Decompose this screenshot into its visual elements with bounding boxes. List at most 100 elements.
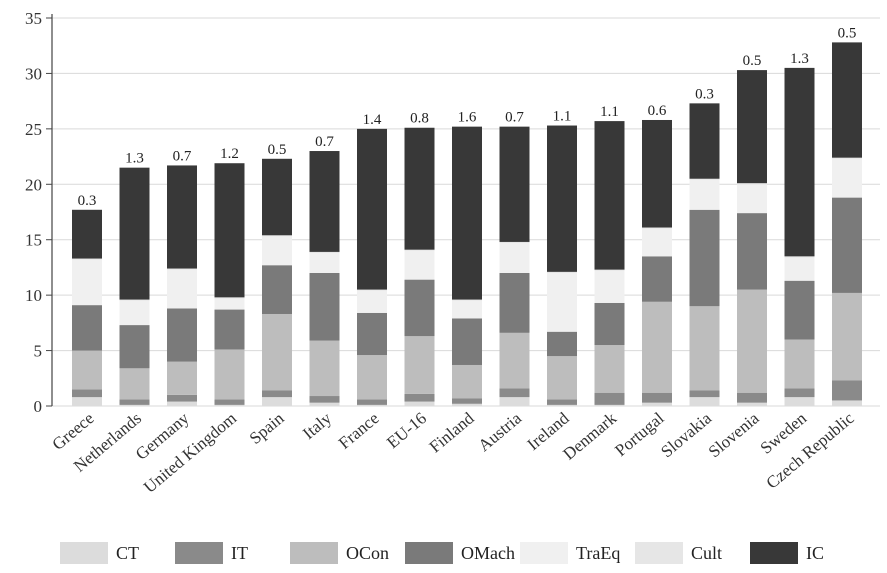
bar-segment-traeq [832, 158, 862, 198]
legend-label-traeq: TraEq [576, 543, 620, 563]
bar-total-label: 0.3 [695, 86, 714, 102]
x-category-label: France [335, 409, 383, 453]
bar-segment-cult [309, 251, 340, 254]
bar-segment-traeq [119, 300, 150, 326]
bar-segment-it [214, 399, 245, 405]
bar-segment-ct [357, 404, 387, 406]
bar-total-label: 0.7 [173, 148, 192, 164]
bar-segment-traeq [784, 257, 815, 281]
bar-segment-cult [784, 256, 815, 258]
y-tick-label: 0 [34, 397, 43, 416]
bar-segment-ct [452, 403, 482, 406]
bar-segment-ct [499, 397, 530, 406]
bar-segment-ic [547, 125, 577, 272]
bar-segment-ct [309, 402, 340, 406]
bar-segment-ocon [642, 301, 672, 393]
bar-segment-omach [784, 280, 815, 340]
bar-segment-ic [452, 126, 482, 300]
bar-segment-it [499, 388, 530, 398]
bar-segment-ct [737, 402, 767, 406]
bar-segment-ocon [72, 350, 102, 390]
bar-segment-ic [642, 119, 672, 228]
bar-segment-traeq [214, 298, 245, 310]
legend: CT IT OCon OMach TraEq Cult IC [60, 542, 824, 564]
bar-total-label: 1.3 [125, 151, 144, 167]
x-category-label: Portugal [611, 408, 668, 460]
bar-segment-ocon [404, 336, 435, 394]
legend-swatch-it [175, 542, 223, 564]
bar-total-label: 1.1 [600, 104, 619, 120]
legend-swatch-omach [405, 542, 453, 564]
bar-segment-ocon [119, 368, 150, 400]
bar-segment-omach [167, 308, 197, 362]
bar-segment-ct [547, 404, 577, 406]
bar-segment-ct [784, 397, 815, 406]
legend-label-ct: CT [116, 543, 139, 563]
bar-segment-it [642, 392, 672, 403]
x-category-label: Slovakia [657, 408, 715, 461]
bar-segment-traeq [594, 270, 625, 303]
bar-segment-it [832, 380, 862, 401]
bar-segment-ct [214, 404, 245, 406]
bar-segment-cult [404, 249, 435, 251]
bar-segment-omach [119, 325, 150, 369]
bar-segment-ct [689, 397, 720, 406]
bar-segment-traeq [167, 269, 197, 309]
bar-segment-ic [499, 126, 530, 242]
bar-segment-it [357, 399, 387, 405]
bar-segment-ic [262, 158, 292, 236]
bar-segment-it [737, 392, 767, 403]
bar-segment-ic [167, 165, 197, 269]
x-category-label: Italy [299, 408, 335, 443]
bar-segment-traeq [499, 243, 530, 273]
bar-segment-omach [309, 272, 340, 341]
bar-segment-omach [547, 331, 577, 357]
bar-segment-omach [642, 256, 672, 302]
bar-segment-ic [309, 151, 340, 252]
bar-segment-ic [214, 163, 245, 298]
bar-total-label: 1.6 [458, 110, 477, 126]
legend-swatch-cult [635, 542, 683, 564]
bar-segment-omach [594, 302, 625, 346]
bar-segment-it [167, 394, 197, 402]
bar-segment-ct [72, 397, 102, 406]
bar-segment-traeq [262, 236, 292, 266]
bar-total-label: 0.5 [743, 53, 762, 69]
y-tick-label: 35 [25, 9, 42, 28]
bar-total-label: 0.6 [648, 103, 667, 119]
legend-swatch-ocon [290, 542, 338, 564]
bar-segment-ocon [784, 339, 815, 389]
bar-segment-omach [214, 309, 245, 350]
bar-segment-traeq [452, 300, 482, 319]
bar-segment-ocon [167, 361, 197, 395]
bar-segment-ic [357, 128, 387, 290]
bar-segment-cult [262, 235, 292, 237]
bar-segment-traeq [642, 228, 672, 257]
bar-segment-it [594, 392, 625, 405]
bar-total-label: 1.2 [220, 146, 239, 162]
bar-segment-omach [737, 213, 767, 290]
bar-segment-ocon [357, 355, 387, 400]
bar-total-label: 0.7 [505, 110, 524, 126]
bar-segment-traeq [404, 250, 435, 280]
bar-segment-traeq [357, 290, 387, 313]
bar-segment-cult [357, 289, 387, 291]
y-tick-label: 10 [25, 286, 42, 305]
x-category-label: Slovenia [705, 408, 763, 461]
y-tick-label: 15 [25, 231, 42, 250]
bar-segment-cult [642, 227, 672, 229]
bar-segment-ocon [737, 289, 767, 393]
bar-segment-ct [594, 404, 625, 406]
bar-segment-ocon [214, 349, 245, 400]
y-tick-label: 5 [34, 342, 43, 361]
legend-label-ocon: OCon [346, 543, 389, 563]
bar-segment-traeq [547, 272, 577, 332]
legend-swatch-ct [60, 542, 108, 564]
bar-segment-traeq [309, 253, 340, 273]
legend-swatch-ic [750, 542, 798, 564]
bar-total-label: 0.7 [315, 134, 334, 150]
x-category-label: Finland [426, 408, 478, 456]
bar-segment-ct [119, 404, 150, 406]
bar-segment-omach [262, 265, 292, 314]
legend-swatch-traeq [520, 542, 568, 564]
